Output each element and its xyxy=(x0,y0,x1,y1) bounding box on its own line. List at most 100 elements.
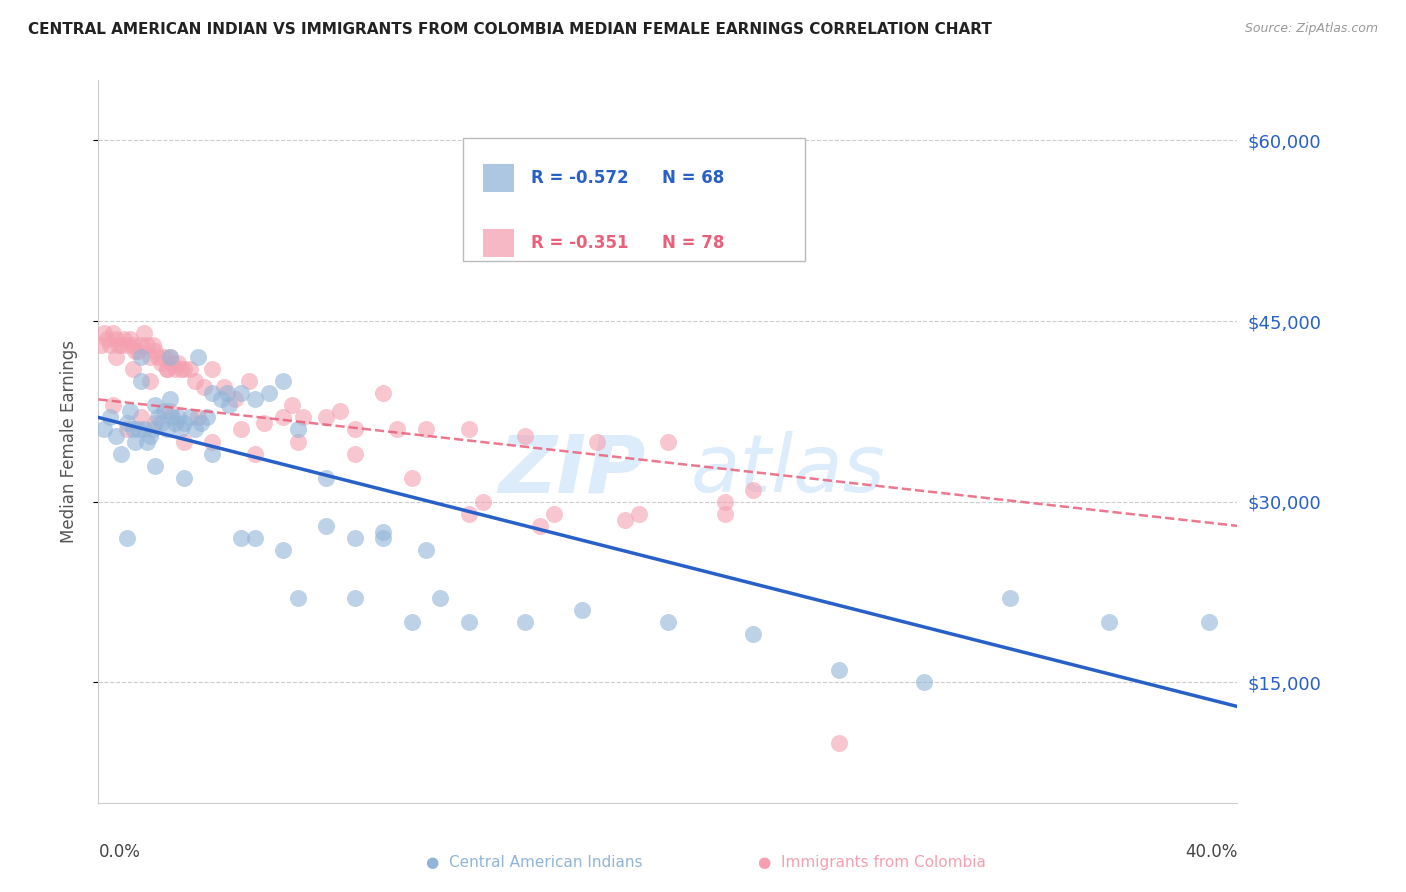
Point xyxy=(170,362,193,376)
Text: R = -0.351: R = -0.351 xyxy=(530,234,628,252)
Point xyxy=(457,507,479,521)
Text: CENTRAL AMERICAN INDIAN VS IMMIGRANTS FROM COLOMBIA MEDIAN FEMALE EARNINGS CORRE: CENTRAL AMERICAN INDIAN VS IMMIGRANTS FR… xyxy=(28,22,993,37)
Point xyxy=(243,392,266,407)
Point xyxy=(187,350,209,364)
Point xyxy=(343,446,366,460)
Point xyxy=(173,471,195,485)
Point xyxy=(215,386,238,401)
Point xyxy=(373,386,395,401)
Point xyxy=(132,423,155,437)
Point xyxy=(121,362,143,376)
Point xyxy=(912,675,935,690)
Point xyxy=(132,326,155,340)
Point xyxy=(273,410,295,425)
Point xyxy=(179,362,201,376)
Point xyxy=(115,417,138,431)
Point xyxy=(401,615,423,630)
Point xyxy=(101,326,124,340)
Point xyxy=(110,338,132,352)
Point xyxy=(148,410,170,425)
Point xyxy=(150,356,173,370)
Point xyxy=(387,423,409,437)
Point xyxy=(162,410,184,425)
Point xyxy=(173,362,195,376)
Point xyxy=(657,434,679,449)
Point xyxy=(273,542,295,557)
Point xyxy=(224,392,246,407)
Point xyxy=(148,350,170,364)
Y-axis label: Median Female Earnings: Median Female Earnings xyxy=(59,340,77,543)
Point xyxy=(153,350,176,364)
Point xyxy=(162,356,184,370)
Point xyxy=(115,338,138,352)
Point xyxy=(165,362,187,376)
Point xyxy=(124,344,146,359)
Point xyxy=(252,417,274,431)
Point xyxy=(127,344,149,359)
Point xyxy=(343,531,366,545)
Point xyxy=(243,446,266,460)
Point xyxy=(209,392,232,407)
Point xyxy=(828,664,851,678)
Point xyxy=(315,519,337,533)
Point xyxy=(129,374,152,388)
Point xyxy=(156,423,179,437)
Point xyxy=(401,471,423,485)
Text: N = 68: N = 68 xyxy=(662,169,724,186)
Point xyxy=(110,446,132,460)
Point xyxy=(167,356,190,370)
Point xyxy=(628,507,651,521)
Point xyxy=(129,338,152,352)
Point xyxy=(585,434,607,449)
Point xyxy=(167,410,190,425)
Point xyxy=(218,398,240,412)
Point xyxy=(129,350,152,364)
Point xyxy=(229,386,252,401)
Point xyxy=(1198,615,1220,630)
Point xyxy=(118,404,141,418)
Point xyxy=(96,332,118,346)
Point xyxy=(153,404,176,418)
Point xyxy=(742,483,765,497)
Point xyxy=(170,423,193,437)
Point xyxy=(515,615,537,630)
Point xyxy=(343,591,366,606)
Point xyxy=(112,332,135,346)
Point xyxy=(415,423,437,437)
Point xyxy=(135,434,157,449)
FancyBboxPatch shape xyxy=(463,138,804,260)
Text: ●  Immigrants from Colombia: ● Immigrants from Colombia xyxy=(758,855,986,870)
Point xyxy=(471,494,494,508)
Point xyxy=(129,410,152,425)
Point xyxy=(201,386,224,401)
Point xyxy=(315,471,337,485)
Point xyxy=(714,494,737,508)
Point xyxy=(124,434,146,449)
Point xyxy=(141,338,163,352)
Point xyxy=(141,423,163,437)
Point xyxy=(138,428,160,442)
Point xyxy=(138,374,160,388)
Point xyxy=(145,417,167,431)
Text: N = 78: N = 78 xyxy=(662,234,724,252)
Point xyxy=(243,531,266,545)
Point xyxy=(315,410,337,425)
Point xyxy=(150,417,173,431)
Text: R = -0.572: R = -0.572 xyxy=(530,169,628,186)
Point xyxy=(173,417,195,431)
Point xyxy=(457,423,479,437)
Point xyxy=(515,428,537,442)
Point xyxy=(159,350,181,364)
Bar xyxy=(484,164,513,192)
Point xyxy=(156,362,179,376)
Point xyxy=(229,531,252,545)
Point xyxy=(212,380,235,394)
Point xyxy=(156,362,179,376)
Point xyxy=(98,410,121,425)
Point xyxy=(173,434,195,449)
Point xyxy=(287,434,309,449)
Point xyxy=(287,423,309,437)
Point xyxy=(415,542,437,557)
Text: ZIP: ZIP xyxy=(498,432,645,509)
Point xyxy=(281,398,304,412)
